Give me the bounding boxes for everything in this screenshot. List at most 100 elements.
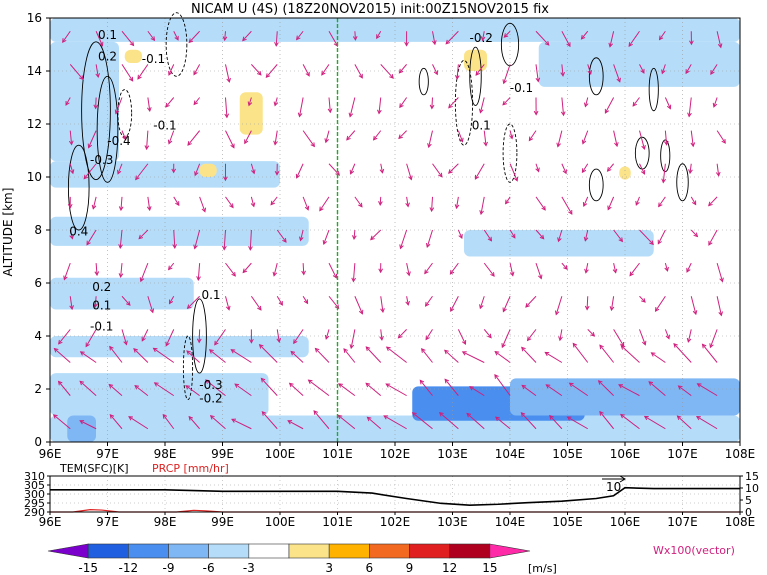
colorbar-tick-label: 9 [406, 561, 414, 575]
wind-vector-head [79, 75, 84, 81]
wind-vector [561, 163, 567, 174]
wind-vector-head [222, 245, 227, 251]
wind-vector-head [146, 206, 152, 212]
wind-vector-head [303, 299, 309, 305]
wind-vector-head [673, 342, 678, 348]
wind-vector-head [123, 340, 128, 346]
wind-vector-head [649, 240, 654, 246]
wind-vector [528, 130, 537, 141]
wind-vector [140, 262, 149, 282]
wind-vector-head [153, 382, 159, 387]
wind-vector [69, 229, 73, 239]
wind-vector [380, 329, 383, 340]
wind-vector [426, 229, 433, 248]
surface-left-tick-label: 305 [24, 479, 45, 492]
contour-label: 0.1 [201, 288, 220, 302]
wind-vector-head [487, 333, 492, 339]
wind-vector [251, 64, 262, 76]
wind-vector [354, 31, 356, 40]
wind-vector-head [201, 207, 207, 213]
wind-vector-head [562, 169, 567, 175]
wind-vector-head [231, 418, 237, 423]
wind-vector [379, 196, 382, 205]
wind-vector-head [710, 70, 715, 75]
wind-vector-head [332, 273, 338, 279]
wind-vector [205, 379, 226, 397]
wind-vector [509, 229, 516, 239]
wind-vector [354, 64, 363, 79]
wind-vector-head [494, 351, 500, 356]
contour-loop [676, 163, 689, 202]
wind-vector [365, 382, 382, 397]
wind-vector-head [641, 144, 646, 151]
wind-vector-head [208, 349, 214, 354]
wind-vector-head [632, 101, 638, 107]
wind-vector-head [691, 200, 697, 206]
wind-vector [115, 97, 123, 114]
wind-vector [354, 196, 363, 208]
wind-vector-head [444, 349, 449, 355]
wind-vector-head [128, 76, 134, 82]
wind-vector [482, 31, 485, 41]
wind-vector [448, 97, 459, 109]
wind-vector [137, 64, 149, 80]
wind-vector [686, 262, 692, 273]
contour-loop [588, 57, 604, 96]
wind-vector-head [68, 140, 74, 146]
surface-x-tick-label: 96E [39, 515, 62, 529]
wind-vector [231, 418, 252, 430]
wind-vector-head [643, 415, 649, 421]
wind-vector-head [93, 303, 98, 309]
wind-vector-head [385, 383, 391, 388]
wind-vector-head [398, 68, 404, 74]
colorbar-tick-label: 12 [442, 561, 457, 575]
wind-vector-head [225, 305, 231, 311]
wind-vector-head [193, 100, 199, 106]
wind-vector-head [162, 413, 168, 419]
wind-vector [587, 329, 595, 337]
wind-vector [690, 296, 697, 315]
wind-vector [583, 196, 589, 207]
colorbar-swatch [168, 543, 209, 559]
wind-vector-head [358, 73, 363, 79]
wind-vector [535, 30, 550, 46]
wind-vector-head [244, 139, 249, 145]
wind-vector-head [640, 169, 646, 175]
wind-vector [708, 196, 718, 207]
wind-vector [95, 97, 97, 109]
wind-vector-head [581, 168, 587, 174]
wind-vector-head [335, 171, 341, 176]
wind-vector [209, 349, 226, 363]
wind-vector [632, 97, 640, 107]
wind-vector [168, 130, 175, 144]
wind-vector-head [171, 168, 177, 174]
wind-vector [79, 380, 97, 396]
colorbar-swatch [449, 543, 491, 559]
y-axis: 0 2 4 6 8 10 12 14 16 [27, 11, 50, 449]
wind-vector-head [85, 342, 90, 348]
wind-vector-head [608, 42, 614, 48]
wind-vector-head [419, 379, 425, 385]
wind-vector-head [83, 174, 89, 180]
wind-vector-head [666, 104, 672, 110]
wind-vector [557, 130, 563, 147]
wind-vector [628, 30, 640, 47]
wind-vector-head [168, 70, 173, 76]
wind-vector-head [618, 384, 624, 389]
surface-left-tick-label: 290 [24, 506, 45, 519]
wind-vector [582, 130, 589, 144]
wind-vector-head [556, 142, 561, 148]
surface-x-tick-label: 98E [154, 515, 177, 529]
colorbar-tick-label: 6 [366, 561, 374, 575]
wind-vector [585, 263, 589, 273]
wind-vector-head [258, 343, 264, 349]
wind-vector-head [380, 308, 385, 314]
contour-loop [165, 12, 188, 77]
wind-vector-head [606, 167, 612, 172]
wind-vector [509, 130, 513, 139]
wind-vector [274, 130, 278, 145]
wind-vector [609, 31, 615, 47]
wind-vector-head [168, 299, 174, 305]
contour-label: -0.2 [199, 391, 222, 405]
wind-vector-head [696, 383, 702, 388]
